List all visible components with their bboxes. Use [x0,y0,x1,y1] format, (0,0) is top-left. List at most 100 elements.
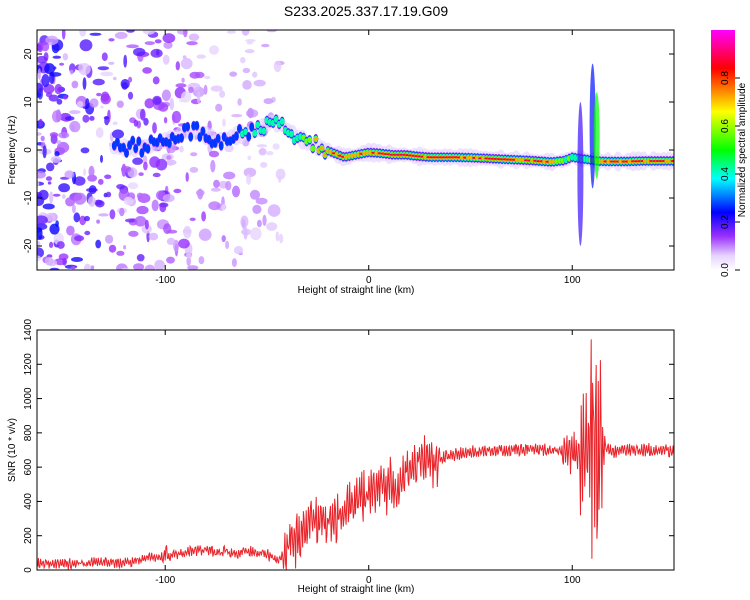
colorbar-tick-label: 0.8 [720,71,731,85]
spectral-noise-blob [38,118,43,127]
spectral-noise-blob [90,265,95,270]
spectral-ridge-segment [145,144,151,154]
spectral-noise-blob [229,71,238,77]
spectral-ridge-segment [200,127,206,136]
spectral-noise-blob [134,216,147,227]
spectral-noise-blob [116,100,124,108]
spectral-noise-blob [189,217,196,221]
spectral-noise-blob [58,132,70,139]
spectral-noise-blob [195,189,205,197]
spectral-noise-blob [209,45,219,55]
spectral-noise-blob [44,63,55,75]
spectral-noise-blob [62,53,69,61]
figure-title: S233.2025.337.17.19.G09 [284,3,448,19]
spectral-noise-blob [65,197,76,207]
spectral-noise-blob [80,147,90,154]
spectral-noise-blob [252,71,258,78]
spectral-noise-blob [45,35,59,46]
y-tick-label: 600 [23,458,34,475]
spectral-noise-blob [233,246,244,255]
spectral-noise-blob [121,82,128,90]
spectral-noise-blob [231,258,237,268]
spectral-noise-blob [109,209,116,220]
y-tick-label: 0 [23,147,34,153]
spectral-noise-blob [266,151,274,156]
spectral-noise-blob [47,181,52,185]
spectral-noise-blob [58,183,70,193]
spectral-noise-blob [166,229,178,234]
spectral-noise-blob [162,54,170,65]
spectral-ridge-segment [130,136,136,145]
spectral-noise-blob [37,82,44,95]
spectral-noise-blob [49,241,54,248]
spectral-noise-blob [152,95,162,106]
spectral-noise-blob [124,218,137,223]
spectral-noise-blob [152,122,157,134]
spectral-noise-blob [225,180,232,191]
spectral-noise-blob [82,77,87,90]
spectral-noise-blob [37,171,46,179]
spectral-noise-blob [95,239,102,249]
spectral-noise-blob [45,212,56,222]
spectral-noise-blob [62,257,67,266]
spectral-noise-blob [37,227,43,233]
spectral-noise-blob [173,188,182,194]
spectral-noise-blob [73,176,86,186]
x-tick-label: 100 [564,575,581,586]
spectral-noise-blob [84,230,91,236]
spectral-noise-blob [128,230,139,237]
y-tick-label: 1200 [23,353,34,376]
spectral-noise-blob [247,155,252,161]
spectral-noise-blob [123,54,128,68]
spectral-noise-blob [112,121,118,126]
spectral-noise-blob [61,194,66,199]
spectral-noise-blob [37,181,40,187]
spectral-noise-blob [179,145,184,153]
spectral-noise-blob [261,43,270,48]
spectral-noise-blob [105,234,114,244]
spectral-noise-blob [260,161,268,168]
spectral-noise-blob [231,114,243,118]
spectral-noise-blob [37,62,40,66]
x-tick-label: 100 [564,275,581,286]
spectral-noise-blob [133,119,139,127]
spectral-ridge-segment [115,137,120,147]
spectral-ridge-segment [124,148,129,158]
spectral-noise-blob [49,191,54,204]
spectral-noise-blob [87,174,97,182]
spectral-noise-blob [166,256,175,264]
spectral-noise-blob [56,241,65,249]
spectral-noise-blob [161,89,171,102]
spectral-noise-blob [241,30,250,36]
spectral-noise-blob [246,173,252,185]
spectral-noise-blob [186,41,198,46]
y-tick-label: 0 [23,567,34,573]
spectral-noise-blob [123,196,134,206]
y-tick-label: -10 [23,190,34,205]
colorbar-tick-label: 0.4 [720,167,731,181]
y-tick-label: 10 [23,96,34,108]
spectral-noise-blob [219,90,226,98]
x-tick-label: 0 [366,575,372,586]
spectral-ridge-segment [246,132,252,141]
spectral-ridge-segment [166,139,172,148]
spectral-noise-blob [54,151,60,157]
spectral-noise-blob [49,267,60,270]
spectral-ridge-segment [261,127,267,135]
spectral-noise-blob [37,255,42,262]
spectral-noise-blob [103,116,110,120]
colorbar-label: Normalized spectral amplitude [737,82,748,217]
spectral-noise-blob [132,157,144,165]
spectral-noise-blob [262,214,267,226]
spectral-noise-blob [46,254,53,258]
spectral-ridge-segment [252,129,258,137]
spectral-noise-blob [41,74,50,87]
spectral-noise-blob [208,150,220,158]
spectral-noise-blob [112,129,124,139]
spectral-noise-blob [249,189,261,200]
spectral-ridge-segment [121,143,126,152]
spectral-noise-blob [121,267,130,270]
spectral-noise-blob [100,93,111,105]
spectral-noise-blob [41,41,50,52]
spectral-noise-blob [144,219,149,230]
